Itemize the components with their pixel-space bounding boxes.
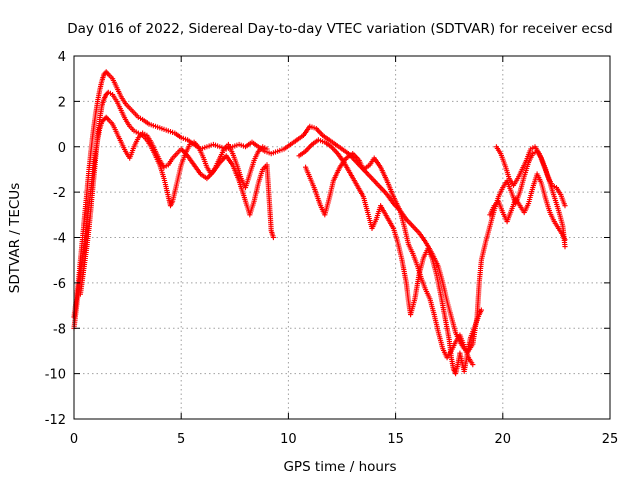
y-tick-label: -8 [53, 322, 66, 337]
y-tick-label: 0 [58, 141, 66, 156]
data-point [470, 361, 476, 368]
data-point [104, 115, 110, 121]
x-axis-label: GPS time / hours [283, 459, 396, 475]
x-tick-label: 10 [280, 432, 297, 447]
data-points [71, 69, 568, 377]
y-axis-label: SDTVAR / TECUs [7, 183, 23, 293]
x-tick-label: 25 [602, 432, 619, 447]
axis-ticks: 0 5 10 15 20 25 -12 -10 -8 -6 -4 -2 0 2 4 [45, 50, 619, 447]
data-point [270, 234, 276, 241]
series-track-g [493, 144, 568, 209]
data-point [562, 244, 568, 250]
y-tick-label: -4 [53, 232, 66, 247]
data-point [264, 146, 270, 152]
x-tick-label: 5 [177, 432, 185, 447]
y-tick-label: 4 [58, 50, 66, 65]
grid-lines [74, 56, 610, 419]
y-tick-label: 2 [58, 95, 66, 110]
x-tick-label: 20 [495, 432, 512, 447]
y-tick-label: -12 [45, 413, 66, 428]
data-point [478, 307, 484, 313]
series-track-f [487, 171, 568, 243]
data-point [562, 203, 568, 209]
y-tick-label: -10 [45, 368, 66, 383]
series-track-e [303, 151, 476, 368]
x-tick-label: 15 [387, 432, 404, 447]
y-tick-label: -2 [53, 186, 66, 201]
y-tick-label: -6 [53, 277, 66, 292]
chart-title: Day 016 of 2022, Sidereal Day-to-day VTE… [67, 21, 613, 37]
x-tick-label: 0 [70, 432, 78, 447]
data-point [562, 237, 568, 243]
series-track-c [77, 89, 270, 297]
